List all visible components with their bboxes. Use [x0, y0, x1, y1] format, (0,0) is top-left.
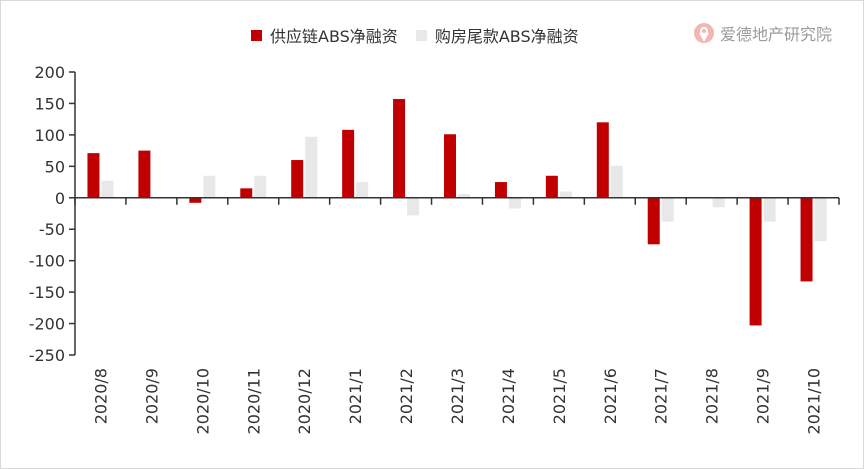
- bar-supply-chain: [545, 175, 558, 198]
- bar-housing-balance: [254, 175, 267, 198]
- bar-housing-balance: [610, 165, 623, 198]
- bar-supply-chain: [444, 134, 456, 198]
- x-tick-label: 2020/12: [295, 368, 314, 434]
- y-tick-label: -200: [29, 315, 65, 334]
- bar-supply-chain: [596, 122, 609, 198]
- bar-supply-chain: [291, 160, 304, 198]
- x-tick-label: 2021/3: [448, 368, 467, 424]
- legend-item-housing-balance: 购房尾款ABS净融资: [415, 23, 579, 47]
- x-tick-label: 2021/1: [346, 368, 365, 424]
- legend-label-housing-balance: 购房尾款ABS净融资: [434, 27, 579, 46]
- bar-housing-balance: [712, 197, 725, 208]
- bar-housing-balance: [305, 136, 318, 198]
- bar-supply-chain: [138, 150, 151, 198]
- y-tick-label: 200: [34, 63, 65, 82]
- x-tick-label: 2021/9: [754, 368, 773, 424]
- bar-housing-balance: [203, 175, 216, 198]
- bar-supply-chain: [494, 182, 507, 198]
- y-tick-label: 100: [34, 126, 65, 145]
- legend-item-supply-chain: 供应链ABS净融资: [251, 23, 398, 47]
- brand-logo-icon: [694, 23, 714, 43]
- bar-supply-chain: [800, 197, 813, 282]
- bar-supply-chain: [647, 197, 660, 245]
- bar-supply-chain: [87, 153, 100, 198]
- bar-housing-balance: [407, 197, 420, 216]
- bar-housing-balance: [763, 197, 776, 222]
- x-tick-label: 2020/11: [244, 368, 263, 434]
- y-tick-label: -50: [39, 220, 65, 239]
- bar-housing-balance: [661, 197, 674, 222]
- legend-label-supply-chain: 供应链ABS净融资: [270, 27, 398, 46]
- x-tick-label: 2021/2: [397, 368, 416, 424]
- x-tick-label: 2021/7: [652, 368, 671, 424]
- bar-housing-balance: [458, 194, 470, 198]
- bar-supply-chain: [189, 197, 202, 203]
- y-tick-label: -250: [29, 346, 65, 365]
- legend-swatch-supply-chain: [251, 29, 262, 41]
- y-tick-label: 50: [45, 157, 65, 176]
- x-tick-label: 2021/6: [601, 368, 620, 424]
- y-tick-label: 0: [55, 189, 65, 208]
- bar-housing-balance: [814, 197, 827, 242]
- x-tick-label: 2020/9: [142, 368, 161, 424]
- bar-housing-balance: [508, 197, 521, 209]
- x-tick-label: 2020/8: [91, 368, 110, 424]
- y-tick-label: -150: [29, 283, 65, 302]
- x-tick-label: 2021/10: [805, 368, 824, 434]
- x-tick-label: 2021/4: [499, 368, 518, 424]
- bar-supply-chain: [240, 188, 253, 198]
- bar-housing-balance: [559, 191, 572, 198]
- chart-legend: 供应链ABS净融资 购房尾款ABS净融资: [251, 23, 597, 47]
- brand-name: 爱德地产研究院: [720, 25, 833, 44]
- x-tick-label: 2020/10: [193, 368, 212, 434]
- legend-swatch-housing-balance: [415, 29, 427, 41]
- bar-housing-balance: [356, 182, 369, 198]
- bar-supply-chain: [393, 99, 406, 198]
- bar-supply-chain: [749, 197, 762, 326]
- y-tick-label: -100: [29, 252, 65, 271]
- bar-supply-chain: [342, 129, 355, 198]
- brand-watermark: 爱德地产研究院: [693, 21, 832, 45]
- bar-housing-balance: [101, 180, 114, 198]
- x-tick-label: 2021/5: [550, 368, 569, 424]
- y-tick-label: 150: [34, 94, 65, 113]
- x-tick-label: 2021/8: [703, 368, 722, 424]
